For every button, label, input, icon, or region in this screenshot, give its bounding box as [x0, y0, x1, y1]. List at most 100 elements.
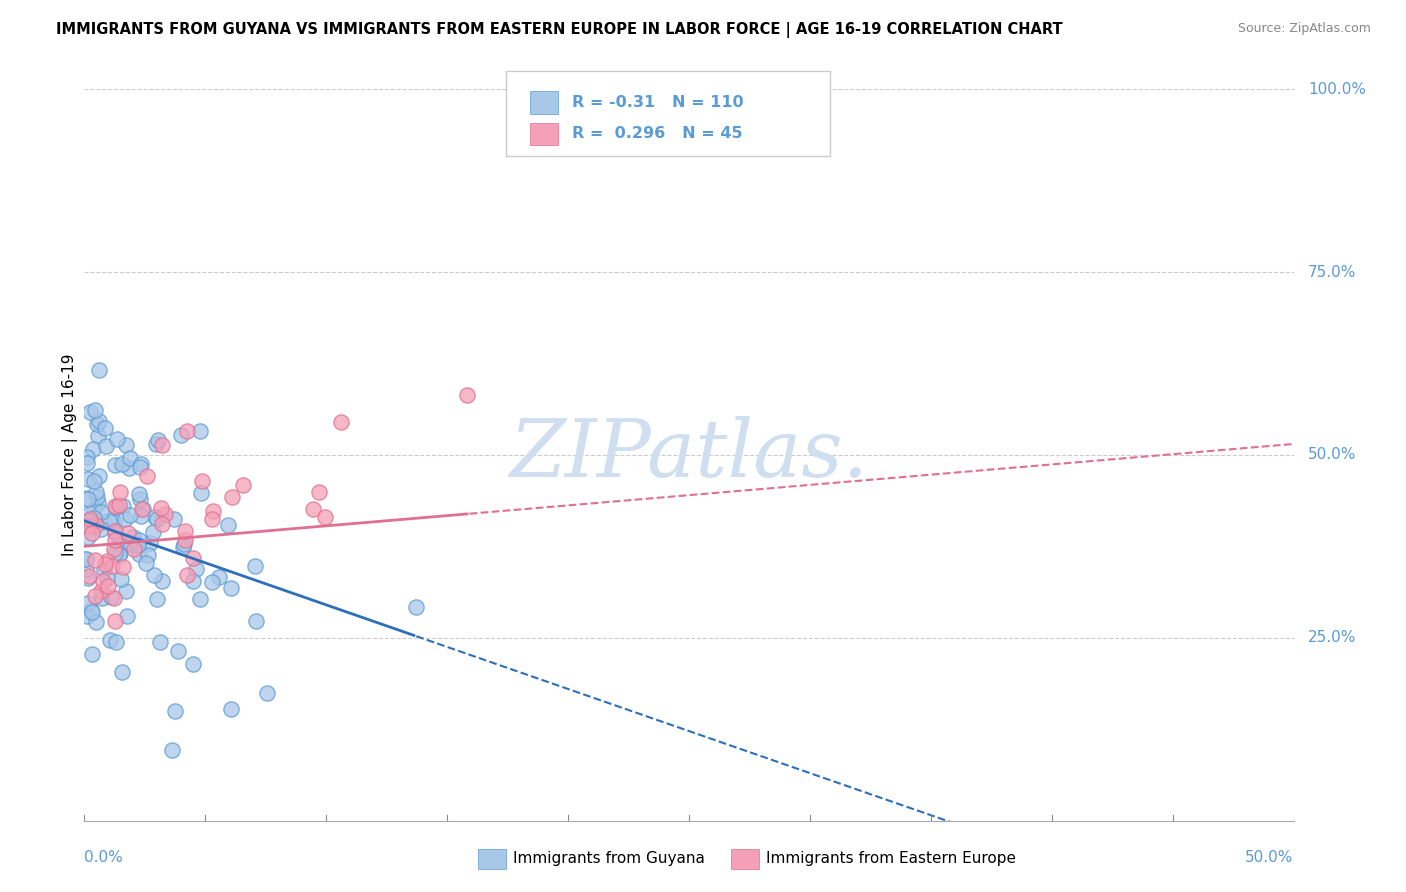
Point: [136, 468, 159, 483]
Point: [314, 510, 336, 524]
Point: [122, 530, 145, 544]
Point: [98, 514, 121, 528]
Point: [107, 549, 129, 563]
Point: [96, 554, 118, 568]
Point: [232, 478, 254, 492]
Point: [79, 405, 101, 419]
Point: [115, 583, 138, 598]
Point: [128, 460, 150, 475]
Point: [87, 414, 110, 428]
Point: [149, 500, 172, 515]
Point: [86, 490, 108, 504]
Point: [82, 442, 104, 456]
Point: [190, 486, 212, 500]
Point: [76, 472, 98, 486]
Point: [146, 591, 169, 606]
Point: [80, 525, 103, 540]
Point: [76, 456, 98, 470]
Point: [104, 500, 127, 515]
Point: [104, 525, 127, 540]
Point: [117, 534, 139, 549]
Point: [183, 657, 205, 672]
Text: Source: ZipAtlas.com: Source: ZipAtlas.com: [1237, 22, 1371, 36]
Point: [75, 551, 97, 566]
Point: [87, 468, 110, 483]
Point: [456, 388, 478, 402]
Point: [104, 499, 127, 513]
Point: [91, 591, 114, 606]
Point: [105, 433, 128, 447]
Point: [191, 474, 214, 488]
Point: [146, 433, 169, 447]
Point: [174, 533, 197, 547]
Point: [173, 536, 195, 550]
Point: [143, 509, 166, 524]
Point: [96, 571, 118, 585]
Point: [100, 590, 122, 604]
Point: [94, 515, 117, 529]
Point: [105, 634, 128, 648]
Point: [153, 507, 176, 521]
Point: [208, 569, 231, 583]
Point: [120, 537, 142, 551]
Point: [219, 581, 242, 595]
Point: [104, 614, 127, 628]
Point: [86, 496, 108, 510]
Point: [86, 429, 108, 443]
Point: [114, 438, 136, 452]
Point: [93, 562, 115, 576]
Point: [103, 515, 125, 529]
Point: [405, 600, 427, 615]
Text: R = -0.31   N = 110: R = -0.31 N = 110: [572, 95, 744, 110]
Point: [83, 474, 105, 488]
Point: [170, 428, 193, 442]
Point: [100, 633, 122, 648]
Point: [104, 533, 127, 547]
Point: [77, 514, 100, 528]
Point: [77, 568, 100, 582]
Point: [87, 363, 110, 377]
Point: [188, 591, 211, 606]
Text: 25.0%: 25.0%: [1308, 631, 1357, 645]
Point: [103, 542, 125, 557]
Point: [84, 553, 107, 567]
Point: [86, 518, 108, 533]
Point: [79, 519, 101, 533]
Point: [174, 524, 197, 538]
Point: [127, 538, 149, 552]
Text: 50.0%: 50.0%: [1246, 850, 1294, 865]
Point: [90, 505, 112, 519]
Point: [90, 522, 112, 536]
Point: [101, 559, 124, 574]
Point: [104, 458, 127, 473]
Text: IMMIGRANTS FROM GUYANA VS IMMIGRANTS FROM EASTERN EUROPE IN LABOR FORCE | AGE 16: IMMIGRANTS FROM GUYANA VS IMMIGRANTS FRO…: [56, 22, 1063, 38]
Point: [111, 457, 134, 471]
Point: [149, 635, 172, 649]
Point: [77, 596, 100, 610]
Point: [75, 491, 97, 505]
Point: [219, 702, 242, 716]
Point: [131, 501, 153, 516]
Point: [142, 525, 165, 540]
Point: [129, 491, 152, 506]
Point: [83, 511, 105, 525]
Point: [103, 591, 125, 605]
Point: [128, 487, 150, 501]
Text: ZIPatlas.: ZIPatlas.: [509, 417, 869, 493]
Text: R =  0.296   N = 45: R = 0.296 N = 45: [572, 127, 742, 141]
Point: [243, 558, 266, 573]
Point: [128, 533, 150, 548]
Point: [221, 490, 243, 504]
Point: [76, 518, 98, 533]
Point: [176, 425, 198, 439]
Point: [91, 574, 114, 588]
Point: [80, 603, 103, 617]
Point: [150, 517, 173, 532]
Text: Immigrants from Guyana: Immigrants from Guyana: [513, 851, 704, 865]
Point: [111, 499, 134, 513]
Text: 75.0%: 75.0%: [1308, 265, 1357, 279]
Point: [160, 743, 183, 757]
Point: [162, 512, 184, 526]
Point: [329, 415, 352, 429]
Point: [128, 547, 150, 561]
